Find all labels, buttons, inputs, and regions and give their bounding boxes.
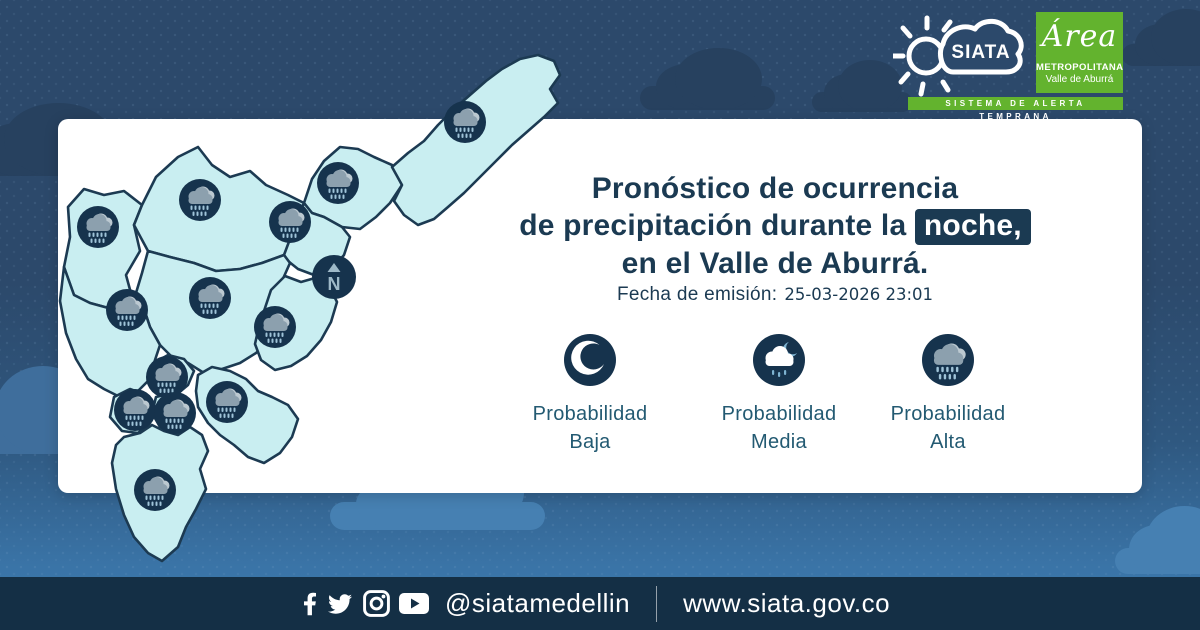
municipality-rain-icon <box>254 306 296 348</box>
title-line3: en el Valle de Aburrá. <box>621 247 929 280</box>
legend-item-media: Probabilidad Media <box>684 334 874 456</box>
moon-icon <box>564 334 616 386</box>
forecast-title: Pronóstico de ocurrencia de precipitació… <box>345 170 1200 282</box>
legend-label: Media <box>751 431 807 453</box>
municipality-rain-icon <box>106 289 148 331</box>
legend-label: Probabilidad <box>721 403 837 425</box>
social-icons <box>303 590 429 617</box>
cloud-decoration <box>640 47 775 110</box>
footer-divider <box>656 585 658 622</box>
legend-label: Alta <box>930 431 966 453</box>
facebook-icon[interactable] <box>303 591 317 617</box>
title-line1: Pronóstico de ocurrencia <box>591 172 959 205</box>
area-logo-line2: Valle de Aburrá <box>1045 74 1114 85</box>
cloud-decoration <box>1122 8 1200 66</box>
social-handle[interactable]: @siatamedellin <box>445 588 631 618</box>
legend-label: Probabilidad <box>890 403 1006 425</box>
youtube-icon[interactable] <box>399 593 429 614</box>
website-link[interactable]: www.siata.gov.co <box>683 588 891 618</box>
municipality-rain-icon <box>269 201 311 243</box>
siata-tagline: SISTEMA DE ALERTA TEMPRANA <box>908 97 1123 121</box>
legend-label: Probabilidad <box>532 403 648 425</box>
valle-de-aburra-map: N <box>58 53 562 563</box>
municipality-rain-icon <box>189 277 231 319</box>
municipality-rain-icon <box>114 389 156 431</box>
municipality-rain-icon <box>444 101 486 143</box>
municipality-rain-icon <box>154 392 196 434</box>
cloud-moon-rain-icon <box>753 334 805 386</box>
municipality-rain-icon <box>134 469 176 511</box>
footer-bar: @siatamedellin www.siata.gov.co <box>0 577 1200 630</box>
title-highlight-noche: noche, <box>914 209 1031 245</box>
emission-date-label: Fecha de emisión: <box>616 284 778 305</box>
twitter-icon[interactable] <box>326 592 354 616</box>
legend-label: Baja <box>569 431 611 453</box>
municipality-rain-icon <box>77 206 119 248</box>
emission-date: Fecha de emisión: 25-03-2026 23:01 <box>345 284 1200 306</box>
area-logo-line1: METROPOLITANA <box>1036 62 1123 73</box>
area-metropolitana-logo: Área METROPOLITANA Valle de Aburrá <box>1036 12 1123 93</box>
north-compass-icon: N <box>312 255 356 299</box>
instagram-icon[interactable] <box>363 590 390 617</box>
legend-item-alta: Probabilidad Alta <box>853 334 1043 456</box>
municipality-rain-icon <box>146 356 188 398</box>
svg-text:N: N <box>328 274 341 294</box>
title-line2: de precipitación durante la <box>519 209 907 242</box>
emission-date-value: 25-03-2026 23:01 <box>784 285 934 304</box>
legend-item-baja: Probabilidad Baja <box>495 334 685 456</box>
area-logo-script: Área <box>1041 19 1118 54</box>
municipality-rain-icon <box>206 381 248 423</box>
cloud-decoration <box>1115 506 1200 574</box>
siata-logo: SIATA <box>893 15 1024 97</box>
municipality-rain-icon <box>179 179 221 221</box>
cloud-decoration <box>812 60 912 112</box>
cloud-heavy-rain-icon <box>922 334 974 386</box>
svg-text:SIATA: SIATA <box>951 42 1010 63</box>
municipality-shape <box>390 53 562 227</box>
